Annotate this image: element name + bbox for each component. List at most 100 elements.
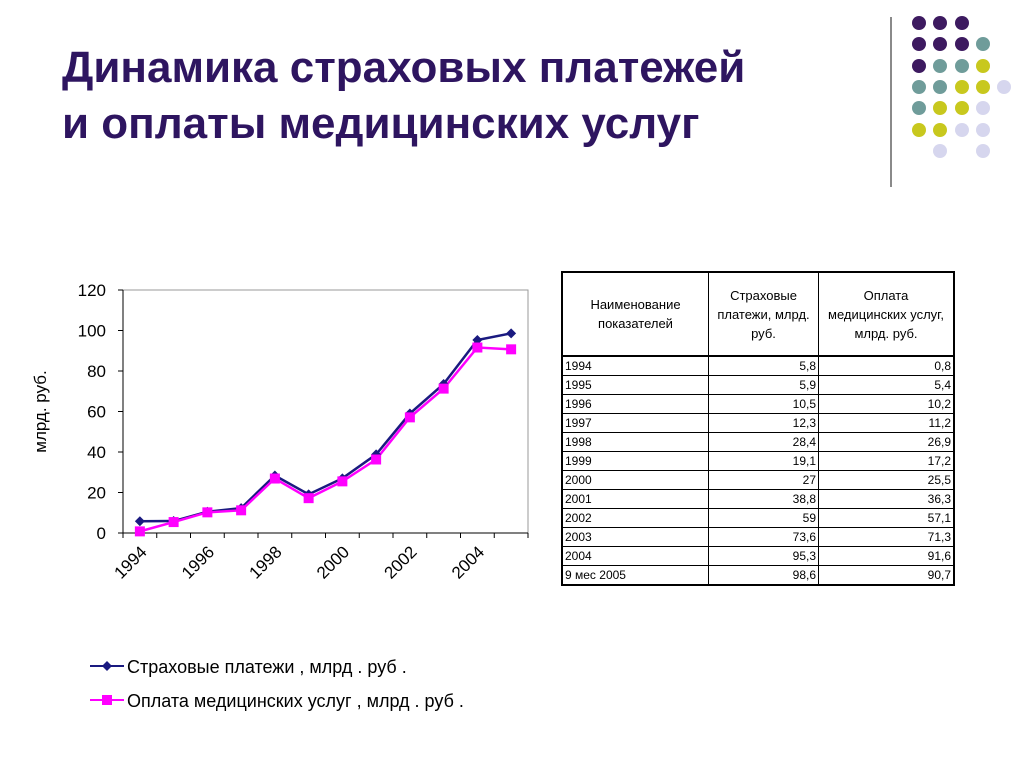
table-cell-medical: 0,8 (818, 355, 955, 376)
table-cell-medical: 90,7 (818, 565, 955, 586)
data-point-square (134, 526, 145, 537)
decorative-dot-teal (933, 79, 948, 94)
data-table: Наименование показателей Страховые плате… (561, 271, 955, 586)
x-tick-label: 1996 (178, 542, 218, 582)
decorative-dot-purple (933, 37, 948, 52)
table-row: 1997 12,3 11,2 (561, 413, 955, 433)
decorative-dot-teal (912, 79, 926, 94)
y-tick-label: 60 (87, 403, 106, 422)
table-cell-medical: 57,1 (818, 508, 955, 528)
table-row: 2000 27 25,5 (561, 470, 955, 490)
table-cell-insurance: 59 (708, 508, 819, 528)
data-point-square (236, 505, 247, 516)
table-cell-insurance: 5,9 (708, 375, 819, 395)
data-point-square (303, 493, 314, 504)
slide-title: Динамика страховых платежей и оплаты мед… (62, 40, 882, 152)
decorative-dot-lavender (975, 122, 990, 137)
decorative-dot-purple (933, 16, 948, 30)
table-cell-insurance: 98,6 (708, 565, 819, 586)
table-row: 2003 73,6 71,3 (561, 527, 955, 547)
table-cell-period: 1997 (561, 413, 709, 433)
decorative-dot-yellow (975, 58, 990, 73)
decorative-dot-yellow (975, 79, 990, 94)
plot-area-frame (122, 289, 529, 534)
table-cell-period: 2001 (561, 489, 709, 509)
table-row: 1999 19,1 17,2 (561, 451, 955, 471)
series-line-2 (139, 346, 512, 533)
table-row: 1995 5,9 5,4 (561, 375, 955, 395)
data-point-diamond (472, 335, 483, 346)
data-point-square (438, 383, 449, 394)
table-cell-period: 1995 (561, 375, 709, 395)
y-tick-label: 0 (97, 524, 106, 543)
line-chart: 0 20 40 60 80 100 120 1994 1996 1998 2000 2002 2004 м… (31, 281, 529, 583)
y-tick-label: 40 (87, 443, 106, 462)
data-point-square (472, 342, 483, 353)
table-cell-period: 1999 (561, 451, 709, 471)
legend-label-insurance: Страховые платежи , млрд . руб . (127, 657, 407, 677)
table-row: 2001 38,8 36,3 (561, 489, 955, 509)
table-cell-insurance: 27 (708, 470, 819, 490)
x-tick-label: 2004 (448, 542, 488, 582)
table-cell-insurance: 12,3 (708, 413, 819, 433)
table-header-indicator: Наименование показателей (561, 271, 709, 357)
data-point-diamond (134, 516, 145, 527)
data-point-square (269, 473, 280, 484)
table-cell-medical: 91,6 (818, 546, 955, 566)
table-cell-medical: 25,5 (818, 470, 955, 490)
decorative-dot-yellow (912, 122, 926, 137)
decorative-dot-yellow (933, 122, 948, 137)
x-tick-label: 1998 (246, 542, 286, 582)
table-row: 1998 28,4 26,9 (561, 432, 955, 452)
table-row: 1996 10,5 10,2 (561, 394, 955, 414)
table-header-insurance: Страховые платежи, млрд. руб. (708, 271, 819, 357)
data-point-square (371, 454, 382, 465)
table-row: 2004 95,3 91,6 (561, 546, 955, 566)
decorative-dot-teal (933, 58, 948, 73)
legend-label-medical: Оплата медицинских услуг , млрд . руб . (127, 691, 464, 711)
decorative-dot-purple (912, 37, 926, 52)
data-point-square (506, 344, 517, 355)
table-cell-medical: 5,4 (818, 375, 955, 395)
decorative-divider (890, 17, 892, 187)
decorative-dot-purple (912, 58, 926, 73)
table-row: 1994 5,8 0,8 (561, 355, 955, 376)
decorative-dot-lavender (975, 143, 990, 158)
y-tick-label: 20 (87, 484, 106, 503)
y-tick-label: 80 (87, 362, 106, 381)
decorative-dot-yellow (933, 101, 948, 116)
table-cell-period: 2002 (561, 508, 709, 528)
decorative-dot-lavender (975, 101, 990, 116)
y-tick-label: 100 (78, 322, 106, 341)
table-cell-insurance: 19,1 (708, 451, 819, 471)
legend-square-marker-icon (90, 695, 124, 705)
table-cell-insurance: 73,6 (708, 527, 819, 547)
data-point-square (168, 517, 179, 528)
table-cell-medical: 17,2 (818, 451, 955, 471)
decorative-dot-lavender (933, 143, 948, 158)
table-cell-period: 1996 (561, 394, 709, 414)
y-axis-title: млрд. руб. (31, 370, 50, 452)
slide-title-line-2: и оплаты медицинских услуг (62, 99, 700, 148)
table-cell-insurance: 95,3 (708, 546, 819, 566)
data-point-diamond (506, 328, 517, 339)
decorative-dot-lavender (954, 122, 969, 137)
slide-title-line-1: Динамика страховых платежей (62, 43, 746, 92)
table-cell-medical: 71,3 (818, 527, 955, 547)
decorative-dot-yellow (954, 101, 969, 116)
data-point-square (404, 412, 415, 423)
decorative-dot-purple (954, 37, 969, 52)
x-tick-label: 2002 (381, 542, 421, 582)
table-cell-medical: 10,2 (818, 394, 955, 414)
decorative-dot-teal (954, 58, 969, 73)
decorative-dot-yellow (954, 79, 969, 94)
x-tick-label: 1994 (111, 542, 151, 582)
table-cell-medical: 36,3 (818, 489, 955, 509)
decorative-dot-purple (912, 16, 926, 30)
table-cell-period: 9 мес 2005 (561, 565, 709, 586)
table-cell-medical: 11,2 (818, 413, 955, 433)
table-cell-period: 2000 (561, 470, 709, 490)
data-point-square (202, 507, 213, 518)
decorative-dot-teal (912, 101, 926, 116)
decorative-dot-purple (954, 16, 969, 30)
